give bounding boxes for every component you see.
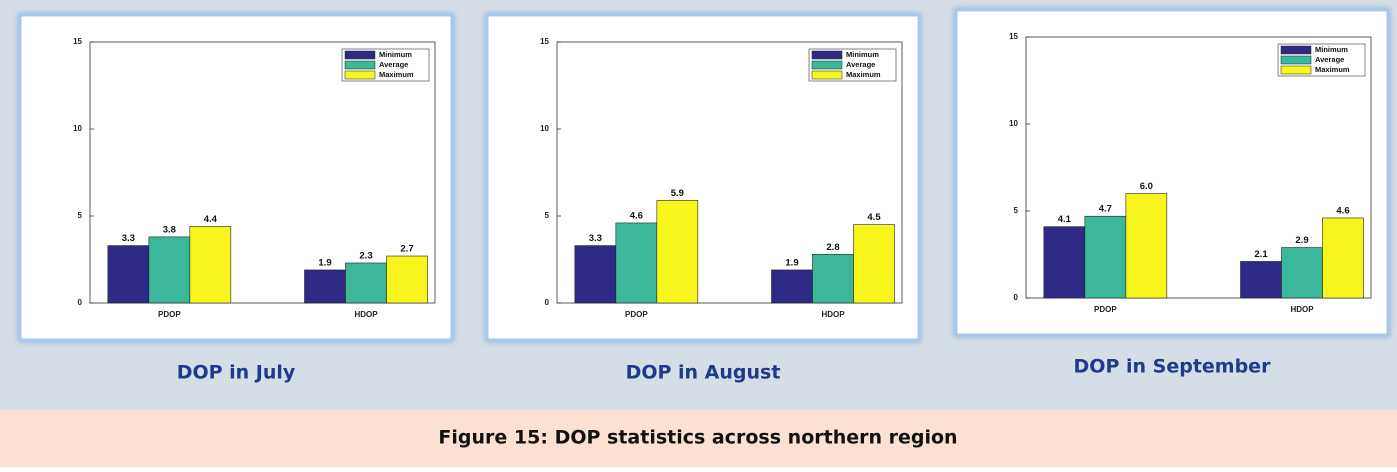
y-tick-label: 5 [78, 211, 83, 220]
value-label: 2.1 [1254, 249, 1268, 260]
bar [1281, 247, 1323, 299]
y-tick-label: 0 [1014, 293, 1019, 302]
legend-label: Average [379, 60, 408, 69]
x-tick-label: PDOP [625, 310, 648, 319]
chart-caption: DOP in September [1074, 356, 1272, 378]
figure-caption: Figure 15: DOP statistics across norther… [438, 427, 957, 449]
y-tick-label: 5 [545, 211, 550, 220]
bar [1043, 226, 1086, 299]
value-label: 2.7 [400, 244, 413, 255]
caption-band [0, 410, 1397, 467]
legend-label: Average [1315, 55, 1344, 64]
x-tick-label: PDOP [1094, 305, 1117, 314]
bar [853, 224, 895, 304]
value-label: 4.6 [1336, 205, 1349, 216]
bar [189, 226, 232, 304]
bar [148, 236, 191, 304]
plot-area [89, 41, 436, 304]
value-label: 3.3 [122, 233, 135, 244]
bar [812, 253, 854, 304]
legend-swatch [1280, 55, 1312, 65]
y-tick-label: 10 [73, 124, 82, 133]
bar [1322, 217, 1364, 299]
legend-swatch [344, 60, 376, 70]
legend-swatch [811, 70, 843, 80]
value-label: 2.9 [1295, 235, 1308, 246]
legend-label: Minimum [379, 50, 412, 59]
legend-label: Minimum [846, 50, 879, 59]
x-tick-label: PDOP [158, 310, 181, 319]
value-label: 4.6 [630, 210, 643, 221]
plot-area [556, 41, 903, 304]
y-tick-label: 0 [78, 298, 83, 307]
bar [386, 255, 428, 304]
bar [107, 245, 150, 304]
value-label: 1.9 [318, 257, 331, 268]
y-tick-label: 15 [540, 37, 549, 46]
bar [1084, 215, 1127, 299]
legend-swatch [344, 50, 376, 60]
bar [304, 269, 346, 304]
value-label: 4.4 [204, 214, 218, 225]
value-label: 4.5 [867, 212, 881, 223]
value-label: 3.3 [589, 233, 602, 244]
bar [345, 262, 387, 304]
legend-label: Maximum [846, 70, 881, 79]
x-tick-label: HDOP [354, 310, 378, 319]
legend-swatch [811, 50, 843, 60]
value-label: 2.3 [359, 250, 372, 261]
chart-caption: DOP in July [177, 362, 296, 384]
y-tick-label: 10 [540, 124, 549, 133]
value-label: 4.1 [1058, 214, 1072, 225]
bar [1125, 193, 1168, 299]
bar [771, 269, 813, 304]
y-tick-label: 0 [545, 298, 550, 307]
value-label: 2.8 [826, 242, 839, 253]
y-tick-label: 5 [1014, 206, 1019, 215]
bar [656, 200, 699, 304]
plot-area [1025, 36, 1372, 299]
legend-swatch [1280, 45, 1312, 55]
legend-swatch [811, 60, 843, 70]
bar [574, 245, 617, 304]
legend-swatch [1280, 65, 1312, 75]
value-label: 4.7 [1099, 204, 1112, 215]
legend-label: Minimum [1315, 45, 1348, 54]
value-label: 5.9 [671, 188, 684, 199]
legend-label: Maximum [379, 70, 414, 79]
bar [615, 222, 658, 304]
value-label: 6.0 [1140, 181, 1153, 192]
y-tick-label: 15 [73, 37, 82, 46]
legend-swatch [344, 70, 376, 80]
x-tick-label: HDOP [1290, 305, 1314, 314]
value-label: 3.8 [163, 224, 176, 235]
x-tick-label: HDOP [821, 310, 845, 319]
legend-label: Average [846, 60, 875, 69]
legend-label: Maximum [1315, 65, 1350, 74]
chart-caption: DOP in August [626, 362, 781, 384]
bar [1240, 261, 1282, 299]
y-tick-label: 10 [1009, 119, 1018, 128]
y-tick-label: 15 [1009, 32, 1018, 41]
value-label: 1.9 [785, 257, 798, 268]
